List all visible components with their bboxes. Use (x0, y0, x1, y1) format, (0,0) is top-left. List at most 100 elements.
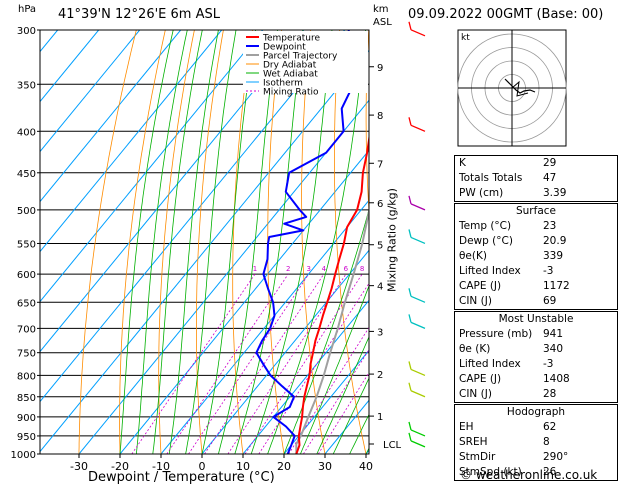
wind-barb-flag (408, 288, 412, 297)
wet-adiabat (201, 30, 256, 454)
wind-barb (410, 390, 426, 398)
index-row: K 29 (455, 156, 617, 171)
isotherm-line (242, 299, 369, 454)
hodograph-trace (504, 78, 536, 94)
pressure-tick-label: 650 (17, 298, 36, 309)
dry-adiabat (78, 30, 137, 454)
datetime-title: 09.09.2022 00GMT (Base: 00) (408, 7, 604, 22)
wind-barb-flag (408, 195, 412, 205)
isotherm-line (78, 99, 369, 454)
surface-row: Dewp (°C) 20.9 (455, 234, 617, 249)
legend-label: Wet Adiabat (263, 70, 318, 80)
mixing-ratio-label: 16 (399, 265, 408, 273)
height-unit-asl: ASL (373, 17, 392, 28)
most-unstable-row: Lifted Index -3 (455, 357, 617, 372)
mixing-ratio-line (317, 371, 369, 454)
plot-frame (39, 29, 370, 455)
wind-barb (410, 29, 426, 37)
isotherm-line (40, 30, 223, 253)
wet-adiabat (250, 30, 333, 454)
index-label: PW (cm) (459, 187, 504, 199)
surface-label: Dewp (°C) (459, 235, 513, 247)
mixing-ratio-label: 8 (360, 265, 364, 273)
surface-row: Temp (°C) 23 (455, 219, 617, 234)
isotherm-line (40, 30, 346, 403)
wind-barb-flag (408, 432, 412, 442)
parcel-trajectory-line (295, 207, 369, 454)
temp-tick-label: -20 (111, 460, 129, 473)
pressure-tick-label: 800 (17, 371, 36, 382)
hodograph-param-value: 62 (543, 421, 557, 433)
mixing-ratio-label: 6 (344, 265, 349, 273)
pressure-tick-label: 1000 (11, 450, 36, 461)
surface-value: -3 (543, 265, 554, 277)
x-axis-label: Dewpoint / Temperature (°C) (88, 470, 275, 485)
wind-barb (410, 203, 426, 211)
hodograph-param-row: EH 62 (455, 420, 617, 435)
hodograph-param-label: StmDir (459, 451, 496, 463)
temp-tick-label: -10 (152, 460, 170, 473)
height-tick-label: 6 (377, 199, 383, 210)
hodograph-params-title: Hodograph (506, 406, 566, 418)
mixing-ratio-label: 4 (322, 265, 327, 273)
most-unstable-label: θe (K) (459, 343, 491, 355)
most-unstable-row: θe (K) 340 (455, 342, 617, 357)
wet-adiabat (185, 30, 237, 454)
copyright-footer: © weatheronline.co.uk (460, 468, 598, 482)
mixing-ratio-label: 1 (253, 265, 257, 273)
surface-label: Temp (°C) (459, 220, 512, 232)
surface-title: Surface (515, 205, 556, 217)
surface-value: 20.9 (543, 235, 567, 247)
index-label: K (459, 157, 466, 169)
wet-adiabat (218, 30, 279, 454)
legend-label: Dry Adiabat (263, 61, 317, 71)
height-tick-label: 8 (377, 111, 383, 122)
most-unstable-section: Most Unstable Pressure (mb) 941 θe (K) 340 L… (454, 311, 618, 403)
hodograph-storm-motion (511, 80, 529, 97)
surface-value: 23 (543, 220, 557, 232)
height-tick-label: 4 (377, 282, 383, 293)
hodograph-unit-label: kt (461, 33, 470, 43)
surface-value: 69 (543, 295, 557, 307)
wet-adiabat (332, 377, 369, 454)
height-tick-label: 5 (377, 241, 383, 252)
temp-tick-label: 40 (359, 460, 373, 473)
pressure-tick-label: 600 (17, 270, 36, 281)
dry-adiabat (158, 30, 195, 454)
most-unstable-row: Pressure (mb) 941 (455, 327, 617, 342)
height-tick-label: 2 (377, 370, 383, 381)
dry-adiabat (267, 30, 285, 454)
legend-bg (243, 31, 368, 93)
most-unstable-value: 941 (543, 328, 564, 340)
hodograph-param-row: StmSpd (kt) 26 (455, 465, 617, 480)
wind-barb-flag (408, 21, 412, 30)
height-tick-label: 7 (377, 159, 383, 170)
legend-label: Temperature (262, 34, 320, 44)
wind-barb-flag (408, 117, 412, 126)
wind-barb-flag (408, 314, 412, 323)
wet-adiabat (136, 30, 188, 454)
temp-tick-label: -30 (70, 460, 88, 473)
legend-label: Dewpoint (263, 43, 306, 53)
temp-tick-label: 10 (236, 460, 250, 473)
dry-adiabat (333, 30, 367, 454)
temp-tick-label: 30 (318, 460, 332, 473)
most-unstable-row: CAPE (J) 1408 (455, 372, 617, 387)
hodograph-param-row: StmDir 290° (455, 450, 617, 465)
mixing-ratio-label: 20 (412, 265, 421, 273)
most-unstable-label: Lifted Index (459, 358, 521, 370)
wind-barb-flag (408, 229, 412, 238)
hodograph-param-label: EH (459, 421, 474, 433)
hodograph: kt (457, 29, 567, 147)
mixing-ratio-label: 3 (307, 265, 311, 273)
index-value: 3.39 (543, 187, 567, 199)
mixing-ratio-line (303, 348, 369, 454)
wind-barb (410, 236, 426, 245)
wind-barb-flag (408, 382, 412, 391)
hodograph-param-row: SREH 8 (455, 435, 617, 450)
dry-adiabat (301, 30, 326, 454)
surface-row: CAPE (J) 1172 (455, 279, 617, 294)
wind-barb (410, 429, 426, 437)
most-unstable-label: CIN (J) (459, 388, 492, 400)
